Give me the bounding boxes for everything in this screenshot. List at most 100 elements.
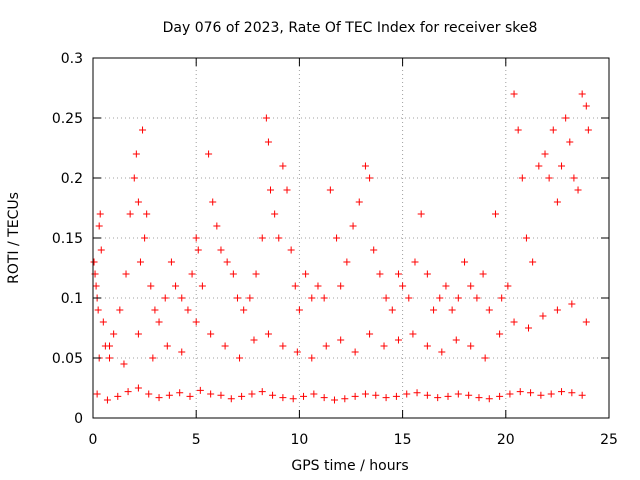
data-point (223, 258, 231, 266)
x-tick-label: 10 (290, 432, 308, 448)
data-point (343, 258, 351, 266)
data-point (314, 282, 322, 290)
data-point (320, 394, 328, 402)
data-point (194, 246, 202, 254)
data-point (246, 294, 254, 302)
data-point (147, 282, 155, 290)
data-point (217, 391, 225, 399)
data-point (366, 330, 374, 338)
data-point (380, 342, 388, 350)
data-point (337, 282, 345, 290)
data-point (411, 258, 419, 266)
data-point (300, 392, 308, 400)
data-point (337, 336, 345, 344)
data-point (258, 388, 266, 396)
data-point (248, 390, 256, 398)
data-point (196, 386, 204, 394)
data-point (539, 312, 547, 320)
data-points (90, 90, 592, 404)
data-point (394, 336, 402, 344)
x-tick-label: 25 (600, 432, 618, 448)
data-point (568, 300, 576, 308)
x-axis-label: GPS time / hours (291, 458, 408, 474)
data-point (403, 390, 411, 398)
data-point (496, 392, 504, 400)
y-tick-label: 0.2 (61, 171, 83, 187)
data-point (291, 282, 299, 290)
data-point (558, 388, 566, 396)
data-point (269, 391, 277, 399)
data-point (461, 258, 469, 266)
data-point (178, 294, 186, 302)
data-point (178, 348, 186, 356)
data-point (498, 294, 506, 302)
data-point (93, 390, 101, 398)
data-point (258, 234, 266, 242)
data-point (341, 395, 349, 403)
data-point (537, 391, 545, 399)
data-point (570, 174, 578, 182)
data-point (485, 306, 493, 314)
data-point (545, 174, 553, 182)
data-point (221, 342, 229, 350)
data-point (271, 210, 279, 218)
data-point (578, 90, 586, 98)
chart-title: Day 076 of 2023, Rate Of TEC Index for r… (163, 20, 538, 36)
y-axis-label: ROTI / TECUs (6, 192, 22, 284)
data-point (143, 210, 151, 218)
data-point (423, 270, 431, 278)
data-point (92, 282, 100, 290)
data-point (279, 162, 287, 170)
data-point (134, 384, 142, 392)
data-point (514, 126, 522, 134)
data-point (151, 306, 159, 314)
data-point (95, 222, 103, 230)
data-point (547, 390, 555, 398)
data-point (361, 162, 369, 170)
data-point (116, 306, 124, 314)
data-point (289, 395, 297, 403)
data-point (155, 318, 163, 326)
data-point (454, 294, 462, 302)
data-point (264, 330, 272, 338)
data-point (302, 270, 310, 278)
data-point (250, 336, 258, 344)
data-point (525, 324, 533, 332)
data-point (370, 246, 378, 254)
data-point (541, 150, 549, 158)
data-point (436, 294, 444, 302)
data-point (330, 396, 338, 404)
data-point (568, 389, 576, 397)
data-point (124, 388, 132, 396)
data-point (366, 174, 374, 182)
data-point (485, 395, 493, 403)
data-point (392, 392, 400, 400)
data-point (114, 392, 122, 400)
data-point (558, 162, 566, 170)
data-point (423, 342, 431, 350)
data-point (549, 126, 557, 134)
data-point (582, 318, 590, 326)
y-tick-label: 0 (74, 411, 83, 427)
data-point (438, 348, 446, 356)
data-point (308, 294, 316, 302)
data-point (322, 342, 330, 350)
data-point (349, 222, 357, 230)
y-tick-label: 0.25 (52, 111, 83, 127)
data-point (566, 138, 574, 146)
data-point (535, 162, 543, 170)
data-point (287, 246, 295, 254)
data-point (238, 392, 246, 400)
data-point (99, 318, 107, 326)
data-point (122, 270, 130, 278)
y-tick-label: 0.1 (61, 291, 83, 307)
data-point (467, 342, 475, 350)
data-point (409, 330, 417, 338)
data-point (279, 394, 287, 402)
data-point (467, 282, 475, 290)
data-point (452, 336, 460, 344)
data-point (423, 391, 431, 399)
data-point (141, 234, 149, 242)
data-point (510, 318, 518, 326)
data-point (582, 102, 590, 110)
